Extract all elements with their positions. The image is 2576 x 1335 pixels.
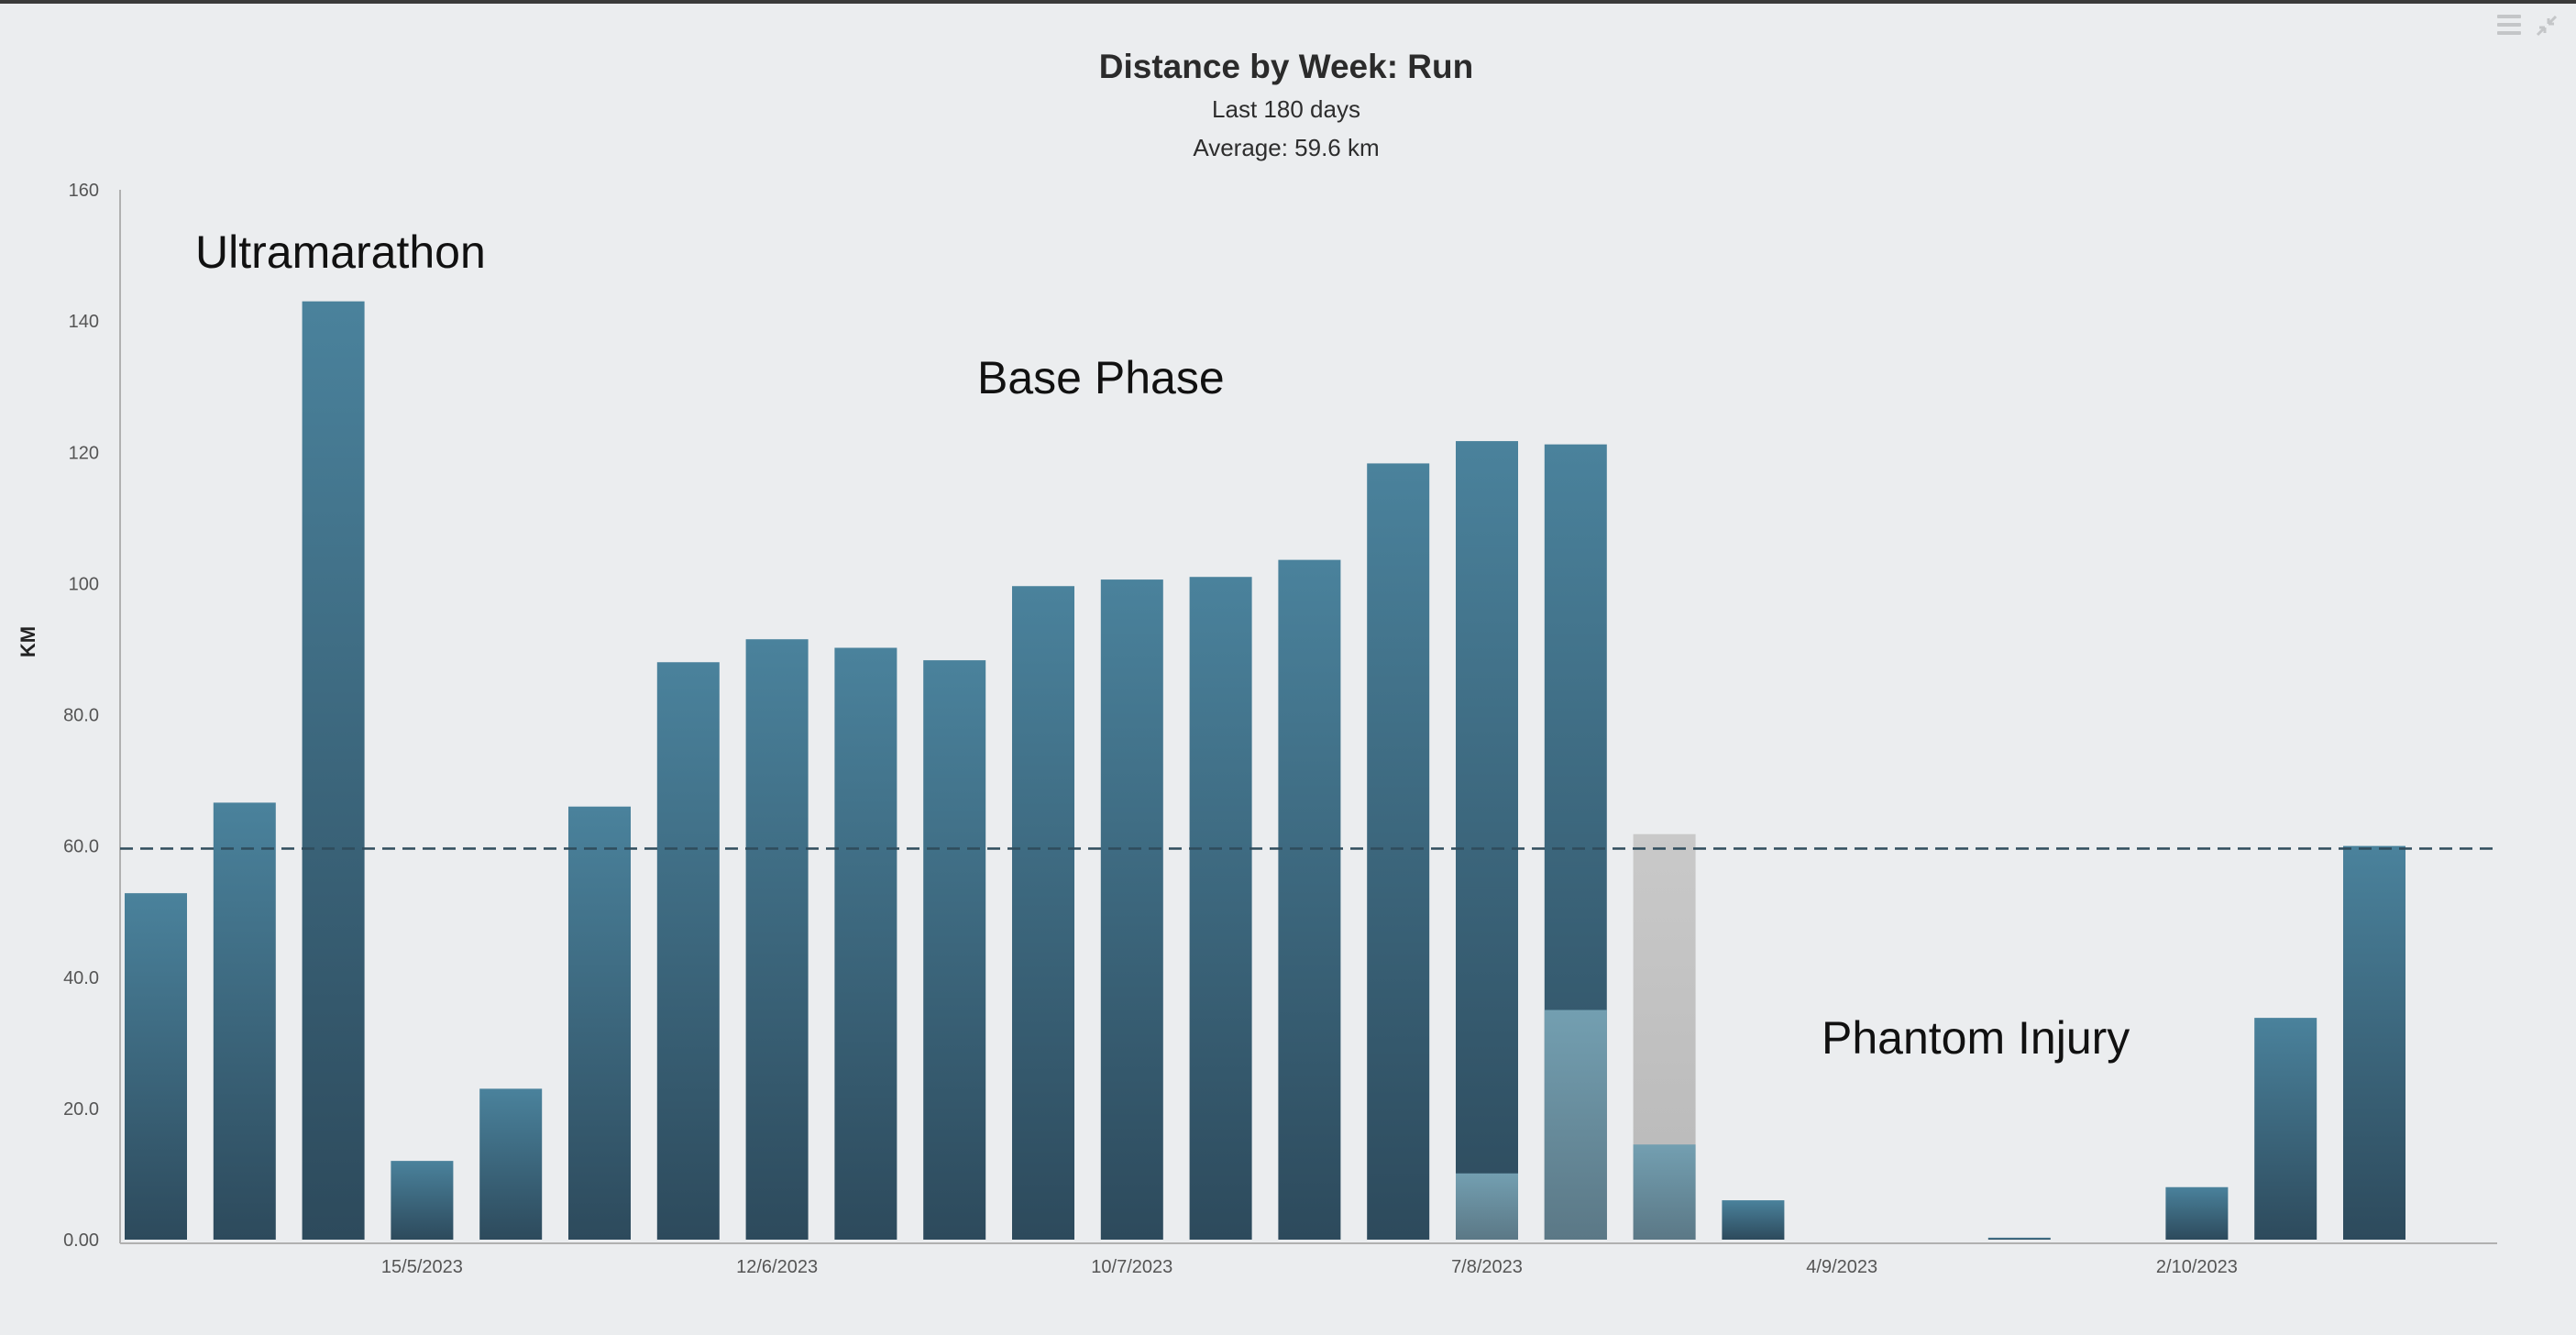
bar[interactable] <box>479 1088 543 1240</box>
bar[interactable] <box>2343 845 2405 1240</box>
bar[interactable] <box>834 647 897 1240</box>
bar[interactable] <box>1456 441 1518 1241</box>
bar[interactable] <box>923 660 986 1240</box>
x-tick-label: 15/5/2023 <box>381 1257 463 1277</box>
bar[interactable] <box>2165 1186 2229 1240</box>
y-tick-label: 40.0 <box>63 968 99 988</box>
y-axis-ticks: 0.00 20.0 40.0 60.0 80.0 100 120 140 160 <box>63 181 99 1251</box>
bar[interactable] <box>1189 577 1252 1240</box>
y-tick-label: 100 <box>69 574 99 594</box>
chart-average: Average: 59.6 km <box>1193 134 1380 161</box>
window-top-border <box>0 0 2576 4</box>
bar[interactable] <box>568 806 631 1240</box>
y-tick-label: 140 <box>69 312 99 332</box>
bar-segment[interactable] <box>1456 1173 1518 1240</box>
bar-series <box>125 301 2405 1241</box>
x-tick-label: 2/10/2023 <box>2156 1257 2238 1277</box>
bar[interactable] <box>1278 559 1341 1240</box>
bar[interactable] <box>391 1161 454 1240</box>
x-tick-label: 7/8/2023 <box>1451 1257 1523 1277</box>
bar-segment[interactable] <box>1633 1144 1696 1240</box>
annotation-ultramarathon: Ultramarathon <box>195 226 486 278</box>
annotation-phantom-injury: Phantom Injury <box>1822 1012 2130 1064</box>
bar[interactable] <box>745 639 809 1240</box>
bar[interactable] <box>2254 1018 2317 1240</box>
bar[interactable] <box>302 301 365 1240</box>
y-tick-label: 80.0 <box>63 706 99 726</box>
bar[interactable] <box>1012 586 1074 1240</box>
chart-controls <box>2479 11 2561 48</box>
bar[interactable] <box>656 662 720 1240</box>
bar[interactable] <box>1100 579 1163 1240</box>
y-tick-label: 120 <box>69 443 99 463</box>
x-tick-label: 10/7/2023 <box>1091 1257 1172 1277</box>
hamburger-menu-icon[interactable] <box>2497 15 2521 35</box>
bar[interactable] <box>213 802 276 1240</box>
y-tick-label: 160 <box>69 181 99 201</box>
bar[interactable] <box>125 893 187 1240</box>
chart-title: Distance by Week: Run <box>1098 48 1474 85</box>
y-tick-label: 60.0 <box>63 837 99 857</box>
x-tick-label: 12/6/2023 <box>736 1257 818 1277</box>
bar[interactable] <box>1367 463 1430 1240</box>
annotation-base-phase: Base Phase <box>977 352 1225 403</box>
y-tick-label: 20.0 <box>63 1099 99 1120</box>
collapse-arrows-icon[interactable] <box>2534 13 2559 39</box>
chart-header: Distance by Week: Run Last 180 days Aver… <box>0 44 2572 167</box>
bar-segment[interactable] <box>1544 1010 1607 1240</box>
bar[interactable] <box>1722 1200 1785 1240</box>
x-tick-label: 4/9/2023 <box>1806 1257 1877 1277</box>
x-axis-ticks: 15/5/2023 12/6/2023 10/7/2023 7/8/2023 4/9/2… <box>381 1257 2238 1277</box>
bar[interactable] <box>1987 1237 2051 1240</box>
chart-subtitle: Last 180 days <box>1212 95 1360 123</box>
y-tick-label: 0.00 <box>63 1230 99 1251</box>
y-axis-title: KM <box>17 626 39 657</box>
